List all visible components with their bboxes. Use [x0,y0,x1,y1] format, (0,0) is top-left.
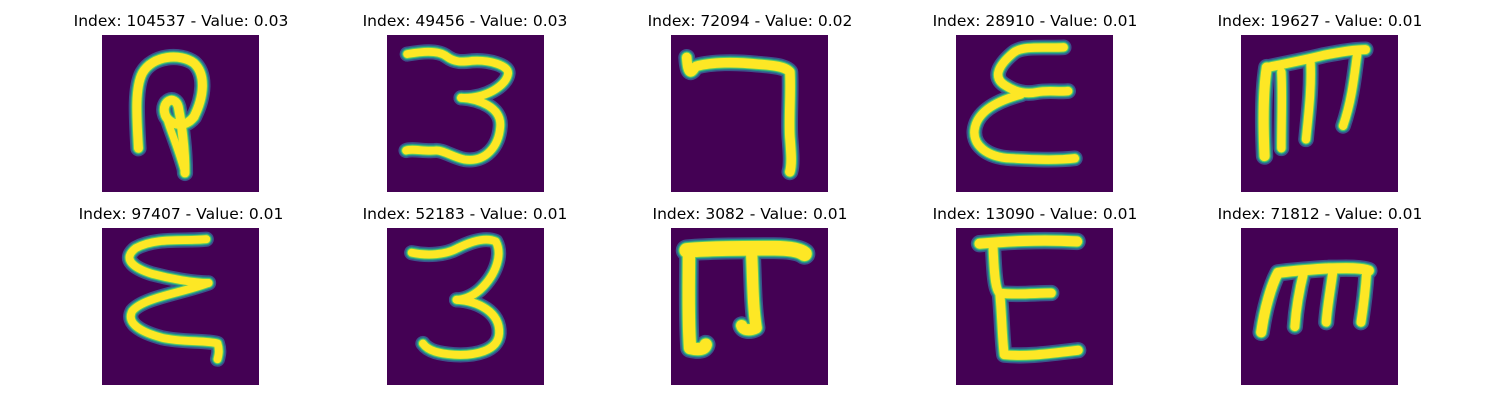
panel-title: Index: 49456 - Value: 0.03 [362,12,568,30]
glyph-stroke [681,52,796,177]
glyph-stroke [1356,268,1372,327]
digit-image [671,228,828,385]
glyph-stroke [159,95,199,178]
panel-title: Index: 104537 - Value: 0.03 [73,12,289,30]
glyph-stroke [403,47,513,102]
panel-title: Index: 71812 - Value: 0.01 [1217,205,1423,223]
glyph-stroke [407,235,503,304]
panel-title: Index: 13090 - Value: 0.01 [932,205,1138,223]
glyph-stroke [1290,267,1309,332]
digit-image [956,228,1113,385]
glyph-stroke [163,115,189,177]
panel-title: Index: 28910 - Value: 0.01 [932,12,1138,30]
digit-image [671,35,828,192]
glyph-stroke [974,235,1083,249]
glyph-stroke [126,279,223,364]
panel-title: Index: 52183 - Value: 0.01 [362,205,568,223]
glyph-stroke [418,295,504,359]
digit-image [1241,228,1398,385]
glyph-stroke [995,288,1083,360]
digit-image [1241,35,1398,192]
glyph-stroke [736,250,762,336]
glyph-stroke [402,93,505,164]
glyph-stroke [682,246,712,356]
digit-image [387,228,544,385]
glyph-stroke [1321,266,1338,327]
panel-title: Index: 72094 - Value: 0.02 [647,12,853,30]
digit-image [102,35,259,192]
glyph-stroke [1338,46,1362,131]
glyph-stroke [679,240,812,262]
panel-title: Index: 97407 - Value: 0.01 [78,205,284,223]
digit-image [387,35,544,192]
glyph-stroke [132,52,207,153]
glyph-stroke [1301,58,1315,144]
glyph-stroke [1258,62,1272,162]
glyph-stroke [993,43,1073,98]
digit-image [102,228,259,385]
glyph-stroke [125,235,213,287]
digit-image [956,35,1113,192]
glyph-stroke [970,90,1080,164]
panel-title: Index: 3082 - Value: 0.01 [652,205,848,223]
panel-title: Index: 19627 - Value: 0.01 [1217,12,1423,30]
